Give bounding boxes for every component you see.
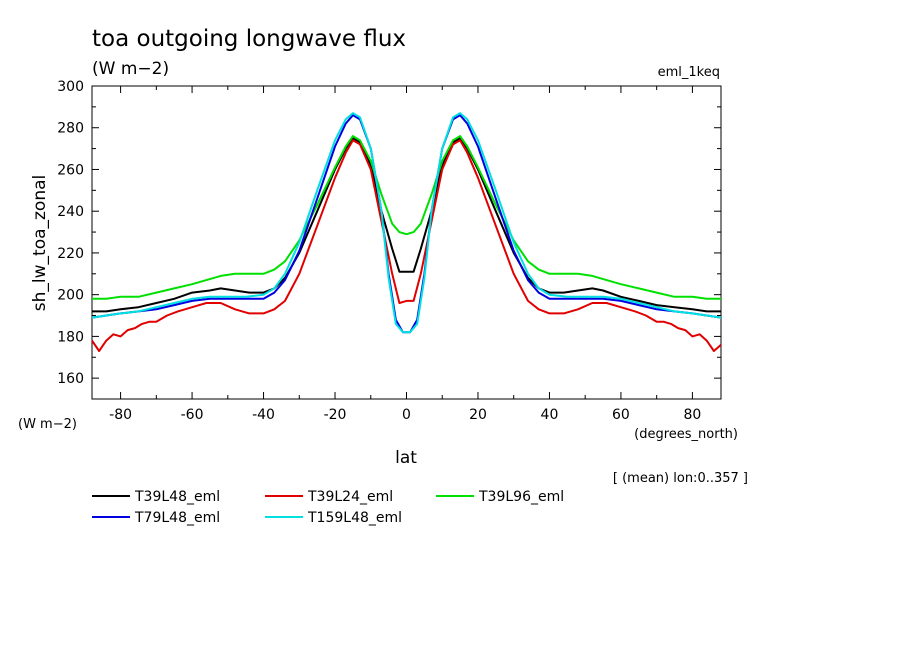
y-tick-label: 160 <box>57 371 84 387</box>
y-tick-label: 280 <box>57 121 84 137</box>
y-tick-label: 260 <box>57 162 84 178</box>
y-tick-label: 240 <box>57 204 84 220</box>
x-tick-label: -80 <box>109 407 132 423</box>
y-axis-units: (W m−2) <box>18 417 77 432</box>
x-tick-label: 60 <box>612 407 630 423</box>
plot-frame <box>91 85 722 400</box>
y-tick-label: 200 <box>57 288 84 304</box>
experiment-label: eml_1keq <box>658 65 720 80</box>
x-tick-label: 0 <box>402 407 411 423</box>
legend-entry: T39L24_eml <box>307 489 393 505</box>
legend-entry: T39L96_eml <box>478 489 564 505</box>
x-tick-label: 20 <box>469 407 487 423</box>
y-tick-label: 220 <box>57 246 84 262</box>
x-tick-label: -40 <box>252 407 275 423</box>
x-tick-label: 40 <box>541 407 559 423</box>
legend-entry: T79L48_eml <box>134 510 220 526</box>
y-axis-label: sh_lw_toa_zonal <box>30 175 50 311</box>
x-tick-label: 80 <box>683 407 701 423</box>
chart-subtitle-units: (W m−2) <box>92 59 169 79</box>
series-line-T159L48_eml <box>91 112 722 334</box>
y-axis: 160 180 200 220 240 260 280 300 <box>57 79 721 387</box>
x-tick-label: -20 <box>324 407 347 423</box>
series-line-T39L96_eml <box>92 135 721 300</box>
chart-title: toa outgoing longwave flux <box>92 26 406 52</box>
x-tick-label: -60 <box>181 407 204 423</box>
x-axis-label: lat <box>395 448 417 468</box>
legend-entry: T159L48_eml <box>307 510 402 526</box>
y-tick-label: 180 <box>57 329 84 345</box>
plot-area <box>91 85 722 400</box>
series-line-T39L24_eml <box>91 139 722 352</box>
legend: T39L48_eml T39L24_eml T39L96_eml T79L48_eml… <box>92 489 564 526</box>
x-axis-units: (degrees_north) <box>634 427 738 442</box>
x-axis: -80 -60 -40 -20 0 20 40 60 80 <box>109 86 701 423</box>
series-line-T39L48_eml <box>92 137 721 313</box>
series-lines <box>91 112 722 352</box>
averaging-footnote: [ (mean) lon:0..357 ] <box>613 471 748 486</box>
y-tick-label: 300 <box>57 79 84 95</box>
legend-entry: T39L48_eml <box>134 489 220 505</box>
